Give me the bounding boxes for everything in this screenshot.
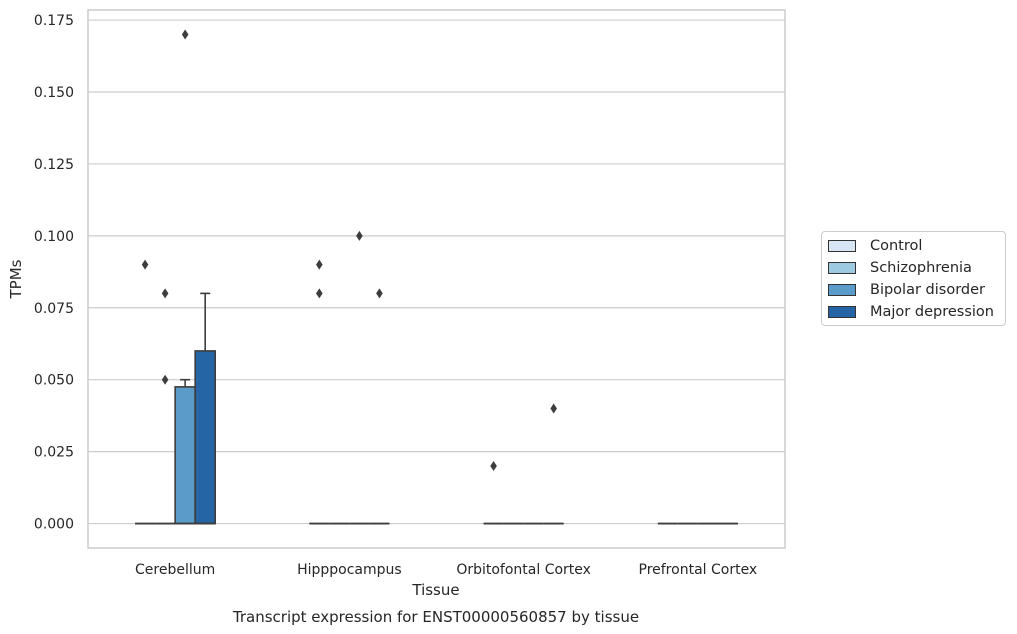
legend-item-control: Control — [828, 237, 922, 255]
x-axis-title: Tissue — [411, 581, 459, 599]
legend-item-bipolar-disorder: Bipolar disorder — [828, 281, 985, 299]
legend-label: Major depression — [870, 304, 994, 320]
y-axis-title: TPMs — [7, 259, 25, 299]
legend-swatch-control — [828, 240, 856, 252]
chart-caption: Transcript expression for ENST0000056085… — [232, 608, 639, 626]
outlier-points — [141, 29, 557, 472]
box-major-depression-cerebellum — [194, 292, 217, 525]
box-series — [135, 292, 738, 525]
outlier-point — [316, 288, 323, 299]
legend-item-major-depression: Major depression — [828, 303, 994, 321]
legend-label: Control — [870, 238, 923, 254]
x-tick-label: Prefrontal Cortex — [639, 562, 758, 578]
y-tick-label: 0.075 — [34, 301, 74, 317]
legend: Control Schizophrenia Bipolar disorder M… — [821, 231, 1006, 326]
legend-swatch-schizophrenia — [828, 262, 856, 274]
outlier-point — [161, 374, 169, 385]
y-tick-label: 0.125 — [34, 157, 74, 173]
y-tick-label: 0.025 — [34, 445, 74, 461]
x-tick-label: Orbitofontal Cortex — [456, 562, 591, 578]
outlier-point — [356, 230, 363, 241]
outlier-point — [490, 461, 497, 472]
legend-swatch-major-depression — [828, 306, 856, 318]
legend-label: Bipolar disorder — [870, 282, 985, 298]
outlier-point — [161, 288, 169, 299]
box — [174, 386, 196, 525]
outlier-point — [181, 29, 189, 40]
legend-swatch-bipolar-disorder — [828, 284, 856, 296]
y-tick-labels: 0.000 0.025 0.050 0.075 0.100 0.125 0.150 0.175 — [34, 13, 74, 532]
legend-label: Schizophrenia — [870, 260, 972, 276]
outlier-point — [316, 259, 323, 270]
y-tick-label: 0.175 — [34, 13, 74, 29]
x-tick-label: Hipppocampus — [297, 562, 402, 578]
y-tick-label: 0.100 — [34, 229, 74, 245]
outlier-point — [550, 403, 557, 414]
plot-frame — [87, 9, 786, 549]
outlier-point — [376, 288, 383, 299]
legend-item-schizophrenia: Schizophrenia — [828, 259, 972, 277]
outlier-point — [141, 259, 149, 270]
y-tick-label: 0.050 — [34, 373, 74, 389]
x-tick-labels: Cerebellum Hipppocampus Orbitofontal Corte… — [135, 562, 757, 578]
x-tick-label: Cerebellum — [135, 562, 215, 578]
y-tick-label: 0.150 — [34, 85, 74, 101]
box-bipolar-disorder-cerebellum — [174, 378, 196, 525]
box — [194, 350, 217, 525]
y-tick-label: 0.000 — [34, 517, 74, 533]
